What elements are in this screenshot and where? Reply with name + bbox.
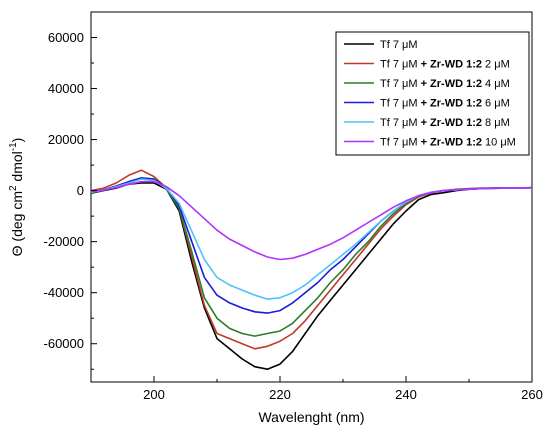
legend-label-part: Tf 7 μM [380,59,421,71]
y-tick-label: 0 [77,183,84,198]
y-title-superscript: 2 [8,185,19,191]
legend-label-part: 6 μM [482,98,510,110]
series-layer [90,169,533,371]
plot-frame [90,11,533,383]
y-title-superscript: -1 [8,142,19,151]
plot-border [90,11,533,383]
legend-label: Tf 7 μM + Zr-WD 1:2 10 μM [380,137,516,149]
legend-label: Tf 7 μM [380,39,418,51]
y-axis-title: Θ (deg cm2 dmol-1) [8,138,25,257]
legend-label-part: + Zr-WD 1:2 [421,137,482,149]
legend-label-part: Tf 7 μM [380,98,421,110]
x-tick-label: 200 [143,387,165,402]
y-tick-label: -40000 [44,285,84,300]
legend-label-part: + Zr-WD 1:2 [421,117,482,129]
legend-label: Tf 7 μM + Zr-WD 1:2 2 μM [380,59,510,71]
x-tick-label: 220 [269,387,291,402]
y-tick-label: 60000 [48,30,84,45]
y-tick-label: 40000 [48,81,84,96]
y-tick-label: 20000 [48,132,84,147]
legend-label: Tf 7 μM + Zr-WD 1:2 6 μM [380,98,510,110]
legend-label: Tf 7 μM + Zr-WD 1:2 8 μM [380,117,510,129]
series-line-4 [90,177,532,314]
legend-label-part: + Zr-WD 1:2 [421,78,482,90]
legend-label-part: 8 μM [482,117,510,129]
y-title-part: ) [9,138,25,143]
series-line-5 [90,178,532,300]
legend-label-part: + Zr-WD 1:2 [421,59,482,71]
y-title-part: dmol [9,151,25,185]
legend-box [335,31,530,156]
legend-label-part: Tf 7 μM [380,117,421,129]
series-line-2 [90,169,532,350]
legend-label-part: 10 μM [482,137,516,149]
legend-label-part: Tf 7 μM [380,137,421,149]
legend-label-part: + Zr-WD 1:2 [421,98,482,110]
y-tick-label: -60000 [44,336,84,351]
y-axis: 60000 40000 20000 0 -20000 -40000 -60000 [44,30,97,370]
legend-label-part: Tf 7 μM [380,39,418,51]
x-axis: 200 220 240 260 [90,376,543,402]
series-line-1 [90,182,533,371]
x-tick-label: 260 [521,387,543,402]
legend-label-part: 4 μM [482,78,510,90]
series-line-6 [90,180,533,261]
y-title-part: Θ (deg cm [9,191,25,256]
legend-label: Tf 7 μM + Zr-WD 1:2 4 μM [380,78,510,90]
legend-label-part: 2 μM [482,59,510,71]
y-tick-label: -20000 [44,234,84,249]
legend-label-part: Tf 7 μM [380,78,421,90]
x-tick-label: 240 [395,387,417,402]
x-axis-title: Wavelenght (nm) [258,409,364,425]
